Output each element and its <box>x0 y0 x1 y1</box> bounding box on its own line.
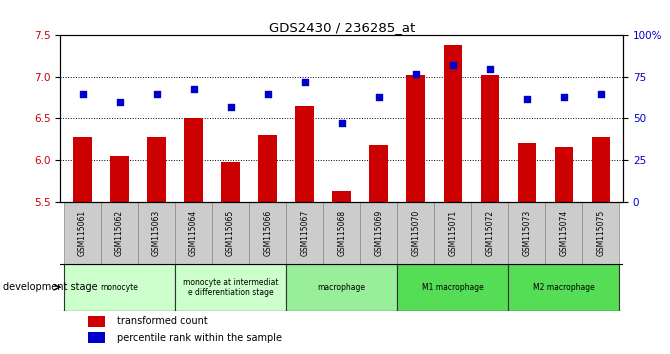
Text: percentile rank within the sample: percentile rank within the sample <box>117 333 281 343</box>
Point <box>411 71 421 76</box>
Bar <box>88 332 105 343</box>
Point <box>262 91 273 96</box>
Point <box>521 96 532 101</box>
Text: GSM115067: GSM115067 <box>300 210 309 256</box>
Text: macrophage: macrophage <box>318 283 366 292</box>
Bar <box>480 75 499 201</box>
Bar <box>555 147 573 201</box>
Bar <box>582 201 619 264</box>
Text: transformed count: transformed count <box>117 316 207 326</box>
Text: GSM115065: GSM115065 <box>226 210 235 256</box>
Point <box>448 62 458 68</box>
Bar <box>64 264 175 310</box>
Point <box>299 79 310 85</box>
Point <box>559 94 570 100</box>
Point <box>373 94 384 100</box>
Title: GDS2430 / 236285_at: GDS2430 / 236285_at <box>269 21 415 34</box>
Point <box>336 121 347 126</box>
Text: monocyte: monocyte <box>100 283 139 292</box>
Bar <box>101 201 138 264</box>
Text: GSM115064: GSM115064 <box>189 210 198 256</box>
Text: GSM115075: GSM115075 <box>596 210 606 256</box>
Bar <box>295 106 314 201</box>
Bar <box>147 137 166 201</box>
Bar <box>509 264 619 310</box>
Bar <box>360 201 397 264</box>
Text: M2 macrophage: M2 macrophage <box>533 283 595 292</box>
Bar <box>259 135 277 201</box>
Bar <box>471 201 509 264</box>
Bar <box>221 162 240 201</box>
Text: GSM115063: GSM115063 <box>152 210 161 256</box>
Bar <box>332 191 351 201</box>
Text: GSM115073: GSM115073 <box>523 210 531 256</box>
Text: GSM115061: GSM115061 <box>78 210 87 256</box>
Text: GSM115072: GSM115072 <box>485 210 494 256</box>
Bar <box>592 137 610 201</box>
Bar <box>249 201 286 264</box>
Bar <box>138 201 175 264</box>
Bar <box>509 201 545 264</box>
Point <box>596 91 606 96</box>
Point <box>225 104 236 110</box>
Text: M1 macrophage: M1 macrophage <box>422 283 484 292</box>
Bar <box>369 145 388 201</box>
Bar <box>323 201 360 264</box>
Point <box>77 91 88 96</box>
Bar <box>111 156 129 201</box>
Bar <box>175 201 212 264</box>
Bar <box>545 201 582 264</box>
Text: GSM115068: GSM115068 <box>337 210 346 256</box>
Text: development stage: development stage <box>3 282 98 292</box>
Bar <box>73 137 92 201</box>
Bar <box>397 201 434 264</box>
Text: GSM115066: GSM115066 <box>263 210 272 256</box>
Bar <box>184 119 203 201</box>
Bar <box>518 143 536 201</box>
Bar <box>444 45 462 201</box>
Text: GSM115062: GSM115062 <box>115 210 124 256</box>
Bar <box>286 264 397 310</box>
Bar <box>397 264 509 310</box>
Bar <box>88 316 105 327</box>
Point <box>484 66 495 72</box>
Text: GSM115071: GSM115071 <box>448 210 458 256</box>
Text: GSM115070: GSM115070 <box>411 210 420 256</box>
Bar <box>64 201 101 264</box>
Text: monocyte at intermediat
e differentiation stage: monocyte at intermediat e differentiatio… <box>183 278 278 297</box>
Bar <box>407 75 425 201</box>
Text: GSM115074: GSM115074 <box>559 210 568 256</box>
Point <box>151 91 162 96</box>
Point <box>114 99 125 105</box>
Point <box>188 86 199 91</box>
Text: GSM115069: GSM115069 <box>375 210 383 256</box>
Bar <box>434 201 471 264</box>
Bar <box>286 201 323 264</box>
Bar <box>212 201 249 264</box>
Bar <box>175 264 286 310</box>
